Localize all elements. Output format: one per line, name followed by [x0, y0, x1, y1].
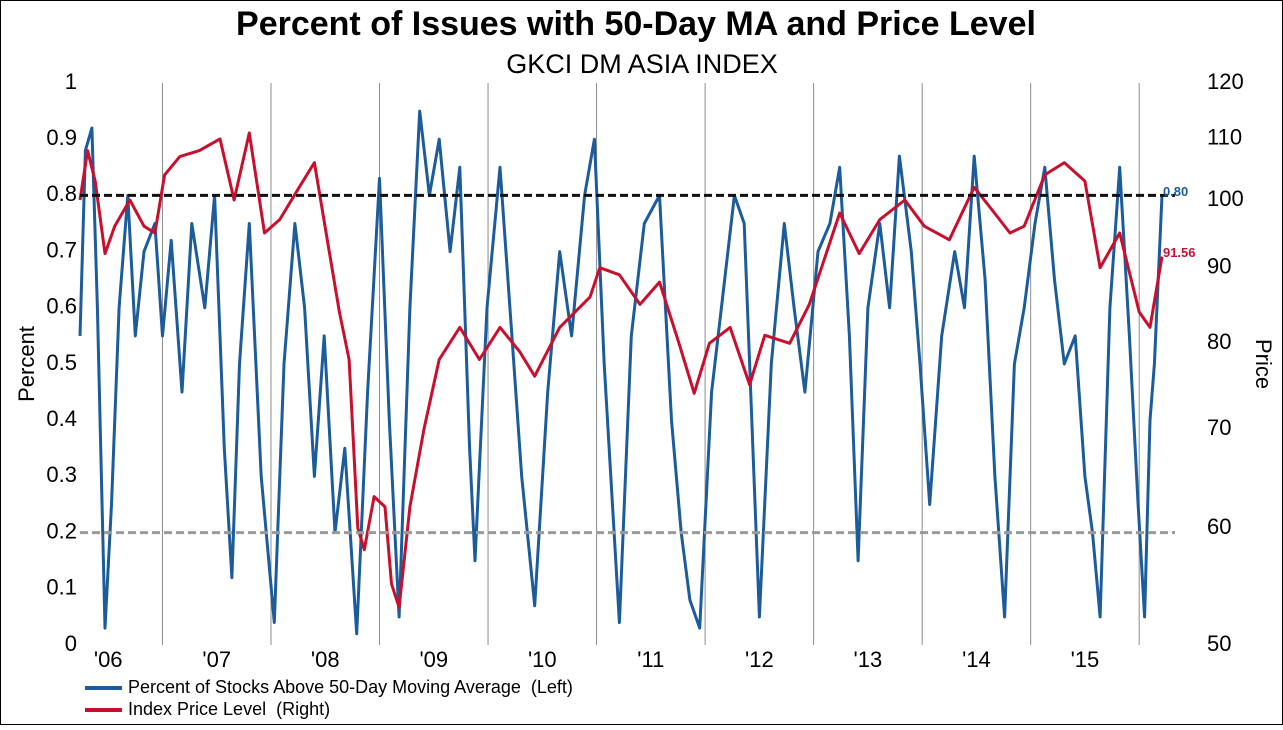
x-tick-label: '07	[202, 647, 231, 672]
y-tick-label: 0.6	[46, 294, 77, 319]
legend-label: Percent of Stocks Above 50-Day Moving Av…	[128, 677, 573, 697]
y2-tick-label: 110	[1207, 125, 1242, 150]
y-tick-label: 0.2	[46, 518, 77, 543]
x-tick-label: '10	[528, 647, 557, 672]
y-tick-label: 0.3	[46, 462, 77, 487]
y2-tick-label: 90	[1207, 253, 1231, 278]
end-value-label: 91.56	[1163, 245, 1196, 260]
y2-axis-label: Price	[1251, 339, 1276, 389]
y-tick-label: 0.9	[46, 125, 77, 150]
y2-tick-label: 120	[1207, 69, 1244, 94]
y-tick-label: 1	[65, 69, 77, 94]
y-tick-label: 0.4	[46, 406, 77, 431]
chart-subtitle: GKCI DM ASIA INDEX	[506, 49, 778, 79]
y-tick-label: 0.7	[46, 237, 77, 262]
legend-label: Index Price Level (Right)	[128, 699, 330, 719]
series-line	[78, 109, 1164, 636]
x-tick-label: '09	[419, 647, 448, 672]
x-tick-label: '15	[1071, 647, 1100, 672]
y2-tick-label: 80	[1207, 329, 1231, 354]
x-tick-label: '06	[94, 647, 123, 672]
chart-title: Percent of Issues with 50-Day MA and Pri…	[236, 5, 1036, 43]
x-tick-label: '14	[962, 647, 991, 672]
y-tick-label: 0.5	[46, 350, 77, 375]
end-value-label: 0.80	[1163, 184, 1188, 199]
y2-tick-label: 70	[1207, 415, 1231, 440]
y-tick-label: 0.8	[46, 181, 77, 206]
x-tick-label: '13	[854, 647, 883, 672]
y2-tick-label: 100	[1207, 186, 1244, 211]
y2-tick-label: 50	[1207, 631, 1231, 656]
y-axis-label: Percent	[14, 326, 39, 402]
y-tick-label: 0.1	[46, 575, 77, 600]
x-tick-label: '08	[311, 647, 340, 672]
x-tick-label: '11	[637, 647, 664, 672]
y2-tick-label: 60	[1207, 514, 1231, 539]
x-tick-label: '12	[745, 647, 774, 672]
series-line	[78, 131, 1164, 610]
y-tick-label: 0	[65, 631, 77, 656]
